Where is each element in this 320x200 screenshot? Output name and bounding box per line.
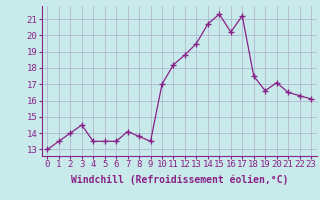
X-axis label: Windchill (Refroidissement éolien,°C): Windchill (Refroidissement éolien,°C) (70, 175, 288, 185)
